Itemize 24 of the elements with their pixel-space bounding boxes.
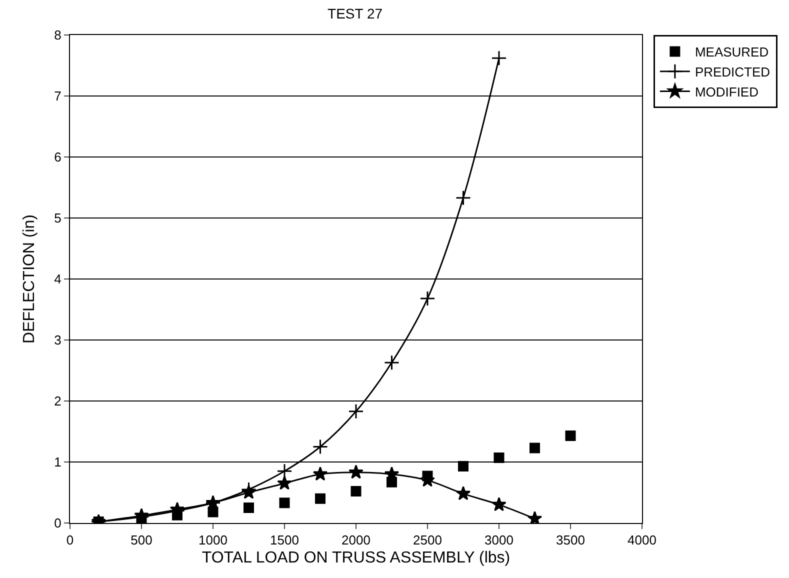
y-tick-label: 4 [54, 272, 62, 287]
y-tick-label: 2 [54, 394, 62, 409]
x-tick-label: 2500 [413, 532, 442, 548]
x-tick-label: 1500 [270, 532, 299, 548]
x-tick-label: 4000 [628, 532, 656, 548]
chart-title: TEST 27 [328, 5, 383, 22]
y-tick-label: 0 [54, 516, 62, 531]
y-tick-label: 3 [54, 332, 62, 348]
x-tick-label: 500 [130, 532, 152, 548]
y-tick-label: 6 [54, 150, 62, 165]
x-tick-label: 3000 [484, 532, 514, 548]
y-tick-label: 7 [54, 88, 62, 104]
x-tick-label: 2000 [342, 532, 370, 548]
x-axis-title: TOTAL LOAD ON TRUSS ASSEMBLY (lbs) [202, 549, 510, 566]
y-tick-label: 8 [54, 28, 62, 43]
y-axis-title: DEFLECTION (in) [21, 214, 38, 344]
x-tick-label: 1000 [198, 532, 228, 548]
x-tick-label: 0 [66, 532, 74, 548]
y-tick-label: 1 [54, 454, 62, 470]
legend-label: MODIFIED [694, 84, 759, 100]
x-tick-label: 3500 [556, 532, 585, 548]
y-tick-label: 5 [54, 210, 62, 226]
legend-label: PREDICTED [694, 64, 770, 80]
legend-label: MEASURED [694, 44, 769, 60]
